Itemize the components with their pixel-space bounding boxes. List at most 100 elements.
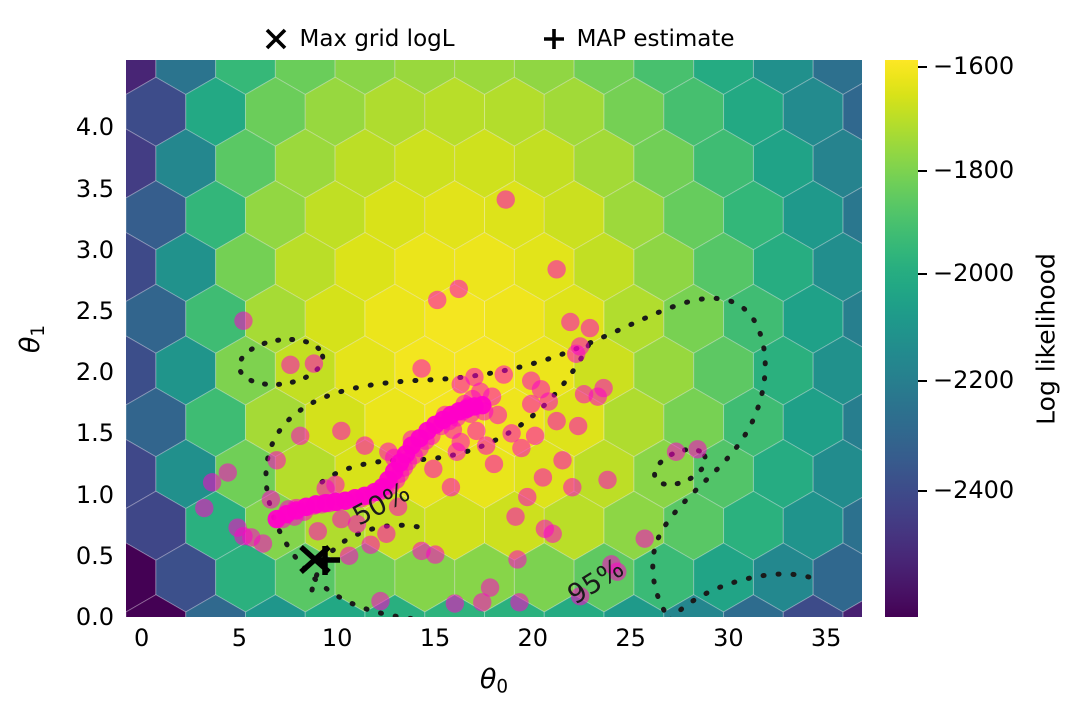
scatter-point xyxy=(234,311,253,330)
scatter-point xyxy=(525,426,545,446)
scatter-point xyxy=(508,550,527,569)
scatter-point xyxy=(339,546,359,565)
hexbin-cell xyxy=(842,186,862,245)
x-tick-label: 10 xyxy=(321,624,353,652)
scatter-point xyxy=(533,468,553,487)
y-tick-label: 0.5 xyxy=(75,541,114,570)
scatter-point xyxy=(377,524,396,543)
hexbin-plot: 50% 95% xyxy=(126,60,862,617)
scatter-point xyxy=(580,318,600,338)
scatter-point xyxy=(451,375,470,394)
legend-label-max-grid-logl: Max grid logL xyxy=(299,26,455,52)
colorbar-gradient xyxy=(885,60,918,617)
scatter-point xyxy=(445,594,465,613)
hexbin-cell xyxy=(842,600,862,617)
y-tick-label: 2.0 xyxy=(75,358,114,387)
scatter-point xyxy=(512,438,531,458)
legend-entry-map-estimate: MAP estimate xyxy=(531,22,735,56)
y-axis-label: θ1 xyxy=(15,324,49,353)
scatter-point xyxy=(547,260,566,279)
hexbin-cell xyxy=(842,393,862,452)
colorbar-tick-label: −2200 xyxy=(933,366,1015,394)
scatter-point xyxy=(379,442,398,461)
colorbar-tick xyxy=(918,380,927,382)
scatter-point xyxy=(480,578,500,597)
scatter-point xyxy=(449,279,468,299)
scatter-point xyxy=(568,416,588,436)
scatter-point xyxy=(494,365,513,384)
scatter-point xyxy=(388,497,408,517)
scatter-point xyxy=(355,436,375,455)
scatter-point xyxy=(304,354,324,373)
x-tick-label: 35 xyxy=(810,624,842,652)
colorbar-tick xyxy=(918,273,927,275)
scatter-point xyxy=(428,290,447,310)
scatter-point xyxy=(476,436,496,455)
scatter-point xyxy=(426,545,445,564)
scatter-point xyxy=(291,426,310,446)
scatter-point xyxy=(332,509,351,529)
scatter-point xyxy=(543,524,562,543)
scatter-point xyxy=(666,442,686,461)
legend: Max grid logL MAP estimate xyxy=(126,18,862,60)
legend-entry-max-grid-logl: Max grid logL xyxy=(253,22,455,56)
scatter-point xyxy=(228,518,247,537)
scatter-point xyxy=(608,562,627,581)
scatter-point xyxy=(253,534,273,553)
colorbar: −1600 −1800 −2000 −2200 −2400 xyxy=(885,52,1014,617)
colorbar-tick xyxy=(918,170,927,172)
contour-island-upper-left xyxy=(236,336,326,388)
scatter-point xyxy=(574,385,594,404)
colorbar-tick-label: −2000 xyxy=(933,259,1015,287)
hexbin-cell xyxy=(842,289,862,348)
x-tick-label: 25 xyxy=(615,624,646,652)
scatter-point xyxy=(467,421,486,441)
scatter-point xyxy=(424,459,443,479)
scatter-point xyxy=(281,355,300,375)
colorbar-tick-label: −1800 xyxy=(933,156,1015,184)
scatter-point xyxy=(473,593,492,612)
scatter-point xyxy=(332,421,351,441)
x-axis-ticks: 0 5 10 15 20 25 30 35 xyxy=(126,620,862,660)
scatter-layer xyxy=(195,190,707,613)
scatter-point xyxy=(510,593,529,612)
scatter-point xyxy=(570,586,590,606)
x-tick-label: 0 xyxy=(133,624,150,652)
legend-label-map-estimate: MAP estimate xyxy=(576,26,735,52)
y-tick-label: 4.0 xyxy=(75,113,114,142)
colorbar-tick-label: −2400 xyxy=(933,476,1015,504)
scatter-point xyxy=(267,451,286,470)
scatter-point xyxy=(447,442,467,461)
scatter-point xyxy=(506,507,525,526)
plot-area: 50% 95% xyxy=(126,60,862,617)
scatter-point xyxy=(553,451,572,470)
hexbin-cell xyxy=(842,82,862,141)
marker-map-estimate xyxy=(311,546,340,575)
scatter-point xyxy=(412,359,431,378)
scatter-point-dense xyxy=(473,396,492,415)
colorbar-tick xyxy=(918,66,927,68)
scatter-point xyxy=(539,392,559,411)
scatter-point xyxy=(598,470,617,490)
scatter-point xyxy=(218,463,237,482)
scatter-point xyxy=(441,478,461,497)
hexbin-cell xyxy=(126,60,157,96)
hexbin-layer xyxy=(126,60,862,617)
plus-marker-icon xyxy=(531,22,577,56)
scatter-point xyxy=(347,514,367,534)
y-tick-label: 3.5 xyxy=(75,174,114,203)
scatter-point xyxy=(371,591,390,611)
x-axis-label: θ0 xyxy=(479,664,509,698)
scatter-point xyxy=(688,440,707,459)
x-tick-label: 15 xyxy=(419,624,451,652)
y-tick-label: 2.5 xyxy=(75,297,114,325)
scatter-point xyxy=(518,487,537,507)
y-tick-label: 3.0 xyxy=(75,235,114,264)
x-tick-label: 20 xyxy=(517,624,549,652)
scatter-point xyxy=(316,479,335,498)
scatter-point xyxy=(496,190,515,209)
scatter-point xyxy=(308,522,328,541)
scatter-point xyxy=(547,411,566,431)
hexbin-cell xyxy=(842,496,862,555)
